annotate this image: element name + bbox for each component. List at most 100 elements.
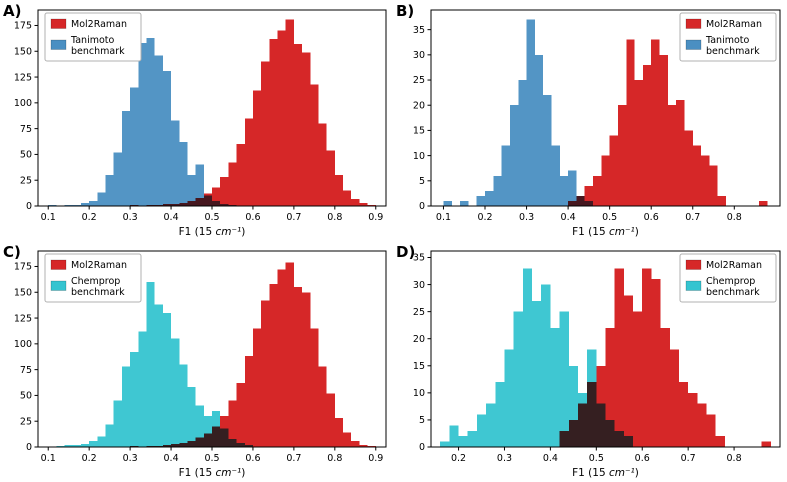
svg-text:0.1: 0.1 — [436, 212, 451, 223]
panel-c: C) 0 25 50 75 100 125 150 175 0.1 0.2 0.3 0.4 0.5 0.6… — [0, 241, 393, 482]
svg-text:0: 0 — [26, 201, 32, 212]
svg-text:0.7: 0.7 — [685, 212, 700, 223]
svg-text:35: 35 — [413, 25, 425, 36]
svg-text:0.3: 0.3 — [497, 453, 512, 464]
svg-text:0.2: 0.2 — [82, 453, 97, 464]
svg-text:30: 30 — [413, 280, 425, 291]
svg-text:benchmark: benchmark — [71, 287, 125, 298]
x-axis-label: F1 (15 cm⁻¹) — [179, 226, 246, 238]
svg-text:25: 25 — [413, 75, 425, 86]
svg-text:0.7: 0.7 — [286, 453, 301, 464]
svg-text:15: 15 — [413, 126, 425, 137]
svg-text:0.3: 0.3 — [123, 453, 138, 464]
svg-text:Tanimoto: Tanimoto — [70, 35, 115, 46]
svg-text:0.6: 0.6 — [245, 212, 260, 223]
svg-text:20: 20 — [413, 100, 425, 111]
svg-text:0.6: 0.6 — [245, 453, 260, 464]
svg-text:Mol2Raman: Mol2Raman — [706, 260, 762, 271]
svg-text:0.2: 0.2 — [82, 212, 97, 223]
svg-text:175: 175 — [14, 262, 32, 273]
panel-a: A) 0 25 50 75 100 125 150 175 0.1 0.2 0.3 0.4 0.5 0.6… — [0, 0, 393, 241]
svg-text:0.8: 0.8 — [727, 212, 742, 223]
svg-text:35: 35 — [413, 253, 425, 264]
svg-text:0: 0 — [419, 442, 425, 453]
svg-text:0.3: 0.3 — [519, 212, 534, 223]
series-chemprop-benchmark — [440, 268, 634, 447]
svg-text:0.4: 0.4 — [543, 453, 558, 464]
series-chemprop-benchmark — [56, 281, 253, 447]
svg-text:75: 75 — [20, 124, 32, 135]
svg-text:30: 30 — [413, 50, 425, 61]
panel-d-letter: D) — [396, 243, 416, 261]
svg-text:0.7: 0.7 — [286, 212, 301, 223]
svg-text:0.7: 0.7 — [681, 453, 696, 464]
svg-text:125: 125 — [14, 72, 32, 83]
svg-text:benchmark: benchmark — [706, 46, 760, 57]
svg-text:20: 20 — [413, 334, 425, 345]
svg-text:Chemprop: Chemprop — [706, 276, 755, 287]
x-axis-label: F1 (15 cm⁻¹) — [179, 467, 246, 479]
svg-text:0.1: 0.1 — [41, 212, 56, 223]
svg-text:0.6: 0.6 — [644, 212, 659, 223]
svg-text:0: 0 — [419, 201, 425, 212]
svg-text:0.8: 0.8 — [327, 453, 342, 464]
series-mol2raman — [130, 19, 376, 207]
svg-text:0.4: 0.4 — [164, 453, 179, 464]
svg-text:Chemprop: Chemprop — [71, 276, 120, 287]
svg-text:100: 100 — [14, 339, 32, 350]
panel-b: B) 0 5 10 15 20 25 30 35 0.1 0.2 0.3 0.4 0.5 0.6 0.7 0.… — [393, 0, 787, 241]
svg-text:0.5: 0.5 — [204, 212, 219, 223]
svg-text:0.3: 0.3 — [123, 212, 138, 223]
svg-text:10: 10 — [413, 151, 425, 162]
svg-text:0.5: 0.5 — [602, 212, 617, 223]
svg-text:0.4: 0.4 — [561, 212, 576, 223]
svg-text:0.5: 0.5 — [589, 453, 604, 464]
panel-d-plot: 0 5 10 15 20 25 30 35 0.2 0.3 0.4 0.5 0.6 0.7 0.8 F1 (1… — [413, 250, 781, 479]
svg-text:0.1: 0.1 — [41, 453, 56, 464]
svg-text:0.9: 0.9 — [368, 453, 383, 464]
svg-text:0: 0 — [26, 442, 32, 453]
svg-text:Tanimoto: Tanimoto — [705, 35, 750, 46]
svg-text:0.8: 0.8 — [727, 453, 742, 464]
svg-text:Mol2Raman: Mol2Raman — [71, 260, 127, 271]
svg-text:benchmark: benchmark — [71, 46, 125, 57]
series-mol2raman — [568, 39, 768, 207]
svg-text:0.2: 0.2 — [477, 212, 492, 223]
svg-text:0.4: 0.4 — [164, 212, 179, 223]
panel-a-plot: 0 25 50 75 100 125 150 175 0.1 0.2 0.3 0.4 0.5 0.6 0.7… — [14, 9, 387, 238]
svg-text:0.9: 0.9 — [368, 212, 383, 223]
svg-text:25: 25 — [20, 416, 32, 427]
svg-text:25: 25 — [413, 307, 425, 318]
x-axis-label: F1 (15 cm⁻¹) — [572, 467, 639, 479]
panel-c-letter: C) — [3, 243, 21, 261]
svg-text:0.2: 0.2 — [451, 453, 466, 464]
panel-b-letter: B) — [396, 2, 415, 20]
svg-text:Mol2Raman: Mol2Raman — [71, 19, 127, 30]
svg-text:50: 50 — [20, 150, 32, 161]
panel-c-plot: 0 25 50 75 100 125 150 175 0.1 0.2 0.3 0.4 0.5 0.6 0.7… — [14, 250, 387, 479]
svg-text:Mol2Raman: Mol2Raman — [706, 19, 762, 30]
svg-text:10: 10 — [413, 388, 425, 399]
panel-b-plot: 0 5 10 15 20 25 30 35 0.1 0.2 0.3 0.4 0.5 0.6 0.7 0.8 F1… — [413, 9, 781, 238]
svg-text:75: 75 — [20, 365, 32, 376]
series-tanimoto-benchmark — [48, 37, 237, 207]
svg-text:50: 50 — [20, 391, 32, 402]
svg-text:15: 15 — [413, 361, 425, 372]
panel-d: D) 0 5 10 15 20 25 30 35 0.2 0.3 0.4 0.5 0.6 0.7 0.8 F1… — [393, 241, 787, 482]
svg-text:5: 5 — [419, 415, 425, 426]
svg-text:175: 175 — [14, 21, 32, 32]
svg-text:benchmark: benchmark — [706, 287, 760, 298]
svg-text:100: 100 — [14, 98, 32, 109]
panel-a-letter: A) — [3, 2, 22, 20]
svg-text:125: 125 — [14, 313, 32, 324]
svg-text:0.6: 0.6 — [635, 453, 650, 464]
svg-text:150: 150 — [14, 46, 32, 57]
svg-text:25: 25 — [20, 175, 32, 186]
svg-text:0.8: 0.8 — [327, 212, 342, 223]
series-tanimoto-benchmark — [443, 19, 594, 207]
